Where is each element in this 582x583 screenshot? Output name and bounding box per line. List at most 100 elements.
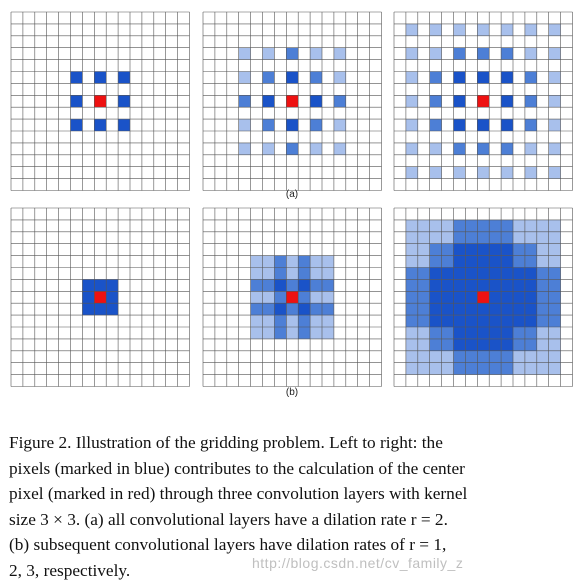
contributing-pixel [405,95,418,108]
contributing-pixel [501,95,513,108]
center-pixel [286,291,299,304]
contributing-pixel [548,255,561,268]
contributing-pixel [548,303,561,316]
contributing-pixel [536,362,549,375]
contributing-pixel [441,338,454,351]
center-pixel [94,291,107,304]
contributing-pixel [322,315,334,327]
contributing-pixel [405,166,418,179]
contributing-pixel [501,338,513,351]
contributing-pixel [274,255,287,268]
contributing-pixel [429,243,442,256]
contributing-pixel [513,338,525,351]
contributing-pixel [453,142,466,155]
contributing-pixel [536,219,549,232]
panel-a-layer-2 [202,11,382,191]
contributing-pixel [513,231,525,244]
contributing-pixel [513,279,525,292]
contributing-pixel [441,231,454,244]
contributing-pixel [441,291,454,304]
contributing-pixel [548,291,561,304]
contributing-pixel [524,303,537,316]
contributing-pixel [262,71,275,84]
contributing-pixel [489,327,502,339]
contributing-pixel [453,166,466,179]
contributing-pixel [477,47,490,60]
contributing-pixel [513,362,525,375]
panel-b-layer-2 [202,207,382,387]
contributing-pixel [274,279,287,292]
contributing-pixel [274,291,287,304]
contributing-pixel [501,279,513,292]
contributing-pixel [524,255,537,268]
contributing-pixel [548,231,561,244]
contributing-pixel [489,362,502,375]
contributing-pixel [513,303,525,316]
contributing-pixel [333,142,346,155]
contributing-pixel [501,166,513,179]
contributing-pixel [417,303,430,316]
contributing-pixel [453,119,466,131]
contributing-pixel [501,362,513,375]
contributing-pixel [417,243,430,256]
contributing-pixel [489,350,502,363]
contributing-pixel [465,231,478,244]
contributing-pixel [524,267,537,280]
contributing-pixel [548,166,561,179]
contributing-pixel [405,23,418,36]
contributing-pixel [405,255,418,268]
contributing-pixel [548,142,561,155]
contributing-pixel [513,267,525,280]
contributing-pixel [453,291,466,304]
contributing-pixel [536,255,549,268]
contributing-pixel [548,71,561,84]
contributing-pixel [429,267,442,280]
panel-b-layer-1 [10,207,190,387]
contributing-pixel [322,255,334,268]
contributing-pixel [501,71,513,84]
contributing-pixel [548,267,561,280]
contributing-pixel [310,47,322,60]
contributing-pixel [298,267,311,280]
contributing-pixel [405,47,418,60]
contributing-pixel [441,303,454,316]
contributing-pixel [310,315,322,327]
contributing-pixel [441,243,454,256]
contributing-pixel [524,362,537,375]
contributing-pixel [94,71,107,84]
contributing-pixel [524,231,537,244]
contributing-pixel [250,255,263,268]
contributing-pixel [513,327,525,339]
contributing-pixel [118,119,130,131]
contributing-pixel [477,23,490,36]
contributing-pixel [405,231,418,244]
contributing-pixel [536,243,549,256]
contributing-pixel [417,219,430,232]
contributing-pixel [310,303,322,316]
contributing-pixel [250,315,263,327]
contributing-pixel [501,47,513,60]
contributing-pixel [417,255,430,268]
contributing-pixel [524,166,537,179]
contributing-pixel [274,303,287,316]
contributing-pixel [429,338,442,351]
contributing-pixel [477,231,490,244]
contributing-pixel [501,219,513,232]
contributing-pixel [548,315,561,327]
contributing-pixel [417,279,430,292]
contributing-pixel [310,119,322,131]
contributing-pixel [489,267,502,280]
contributing-pixel [477,243,490,256]
center-pixel [477,95,490,108]
contributing-pixel [250,291,263,304]
contributing-pixel [548,23,561,36]
contributing-pixel [405,279,418,292]
contributing-pixel [405,71,418,84]
contributing-pixel [310,291,322,304]
contributing-pixel [548,338,561,351]
contributing-pixel [513,243,525,256]
contributing-pixel [524,142,537,155]
contributing-pixel [453,303,466,316]
contributing-pixel [477,315,490,327]
contributing-pixel [429,95,442,108]
